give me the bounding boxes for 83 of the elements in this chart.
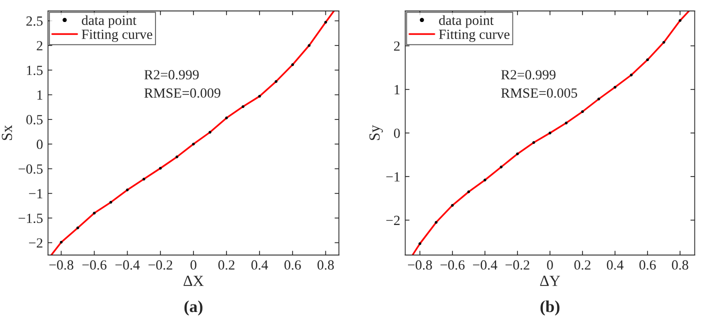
x-tick-label: −0.8	[49, 260, 74, 270]
point	[92, 212, 96, 214]
y-tick-label: 1	[394, 85, 400, 94]
point	[159, 166, 162, 170]
text: (a)	[184, 300, 202, 316]
x-tick-label: 0.2	[574, 260, 590, 270]
legend-label: data point	[439, 15, 494, 28]
x-axis-title: ΔY	[540, 276, 560, 286]
y-tick-label: −0.5	[18, 164, 43, 174]
point	[597, 98, 600, 100]
point	[646, 58, 649, 62]
x-tick-label: −0.4	[473, 260, 498, 270]
point	[630, 74, 633, 76]
y-tick-label: 2	[36, 41, 42, 50]
y-tick-label: 1	[37, 90, 42, 100]
x-tick-label: −0.8	[408, 260, 432, 270]
point	[109, 200, 112, 204]
point	[208, 130, 212, 134]
point	[451, 204, 454, 207]
point	[76, 226, 80, 230]
x-tick-label: 0	[547, 260, 553, 270]
legend-label: Fitting curve	[438, 30, 510, 42]
line-series	[50, 10, 335, 256]
y-axis-title: Sy	[369, 124, 383, 140]
point	[678, 19, 682, 22]
y-tick-label: −2	[386, 216, 400, 225]
text: (b)	[540, 300, 560, 316]
y-tick-label: −1	[386, 172, 400, 182]
y-tick-label: −1.5	[18, 214, 43, 224]
point	[176, 156, 178, 158]
point	[308, 44, 311, 47]
point	[614, 86, 616, 89]
annotation: RMSE=0.009	[144, 88, 220, 98]
point	[274, 80, 278, 83]
y-tick-label: −2	[29, 238, 42, 248]
point	[581, 110, 584, 114]
x-tick-label: −0.6	[440, 260, 465, 270]
x-tick-label: 0.8	[672, 260, 688, 270]
legend-label: data point	[82, 15, 136, 28]
y-tick-label: 0	[394, 128, 400, 138]
point	[484, 178, 486, 182]
y-tick-label: 0	[36, 140, 43, 150]
x-tick-label: 0	[190, 260, 196, 270]
point	[434, 220, 438, 224]
point	[467, 190, 470, 194]
point	[548, 132, 552, 134]
y-tick-label: 2	[394, 41, 400, 51]
x-tick-label: 0.6	[639, 260, 656, 270]
point	[60, 240, 63, 244]
x-tick-label: 0.4	[251, 260, 268, 270]
point	[500, 166, 503, 168]
line-series	[412, 10, 690, 256]
point	[662, 40, 666, 44]
y-tick-label: 2.5	[26, 16, 43, 26]
x-axis-title: ΔX	[184, 276, 204, 286]
point	[516, 152, 519, 156]
point	[142, 178, 146, 180]
point	[564, 122, 568, 124]
legend-label: Fitting curve	[82, 30, 152, 42]
y-tick-label: 0.5	[26, 115, 43, 124]
point	[418, 242, 422, 246]
x-tick-label: −0.4	[115, 260, 140, 270]
x-tick-label: −0.6	[82, 260, 106, 270]
point	[126, 188, 129, 192]
annotation: RMSE=0.005	[501, 88, 578, 98]
point	[291, 63, 294, 66]
y-tick-label: 1.5	[27, 66, 43, 76]
annotation: R2=0.999	[144, 70, 199, 80]
x-tick-label: −0.2	[506, 260, 530, 270]
y-tick-label: −1	[29, 189, 42, 198]
point	[242, 105, 244, 108]
x-tick-label: 0.2	[218, 260, 234, 270]
point	[532, 141, 536, 144]
annotation: R2=0.999	[501, 70, 556, 80]
x-tick-label: 0.4	[606, 260, 624, 270]
y-axis-title: Sx	[2, 125, 12, 140]
x-tick-label: 0.8	[318, 260, 334, 270]
point	[192, 142, 195, 146]
point	[258, 94, 261, 98]
x-tick-label: −0.2	[148, 260, 172, 270]
x-tick-label: 0.6	[284, 260, 301, 270]
point	[225, 116, 228, 120]
point	[324, 20, 328, 24]
